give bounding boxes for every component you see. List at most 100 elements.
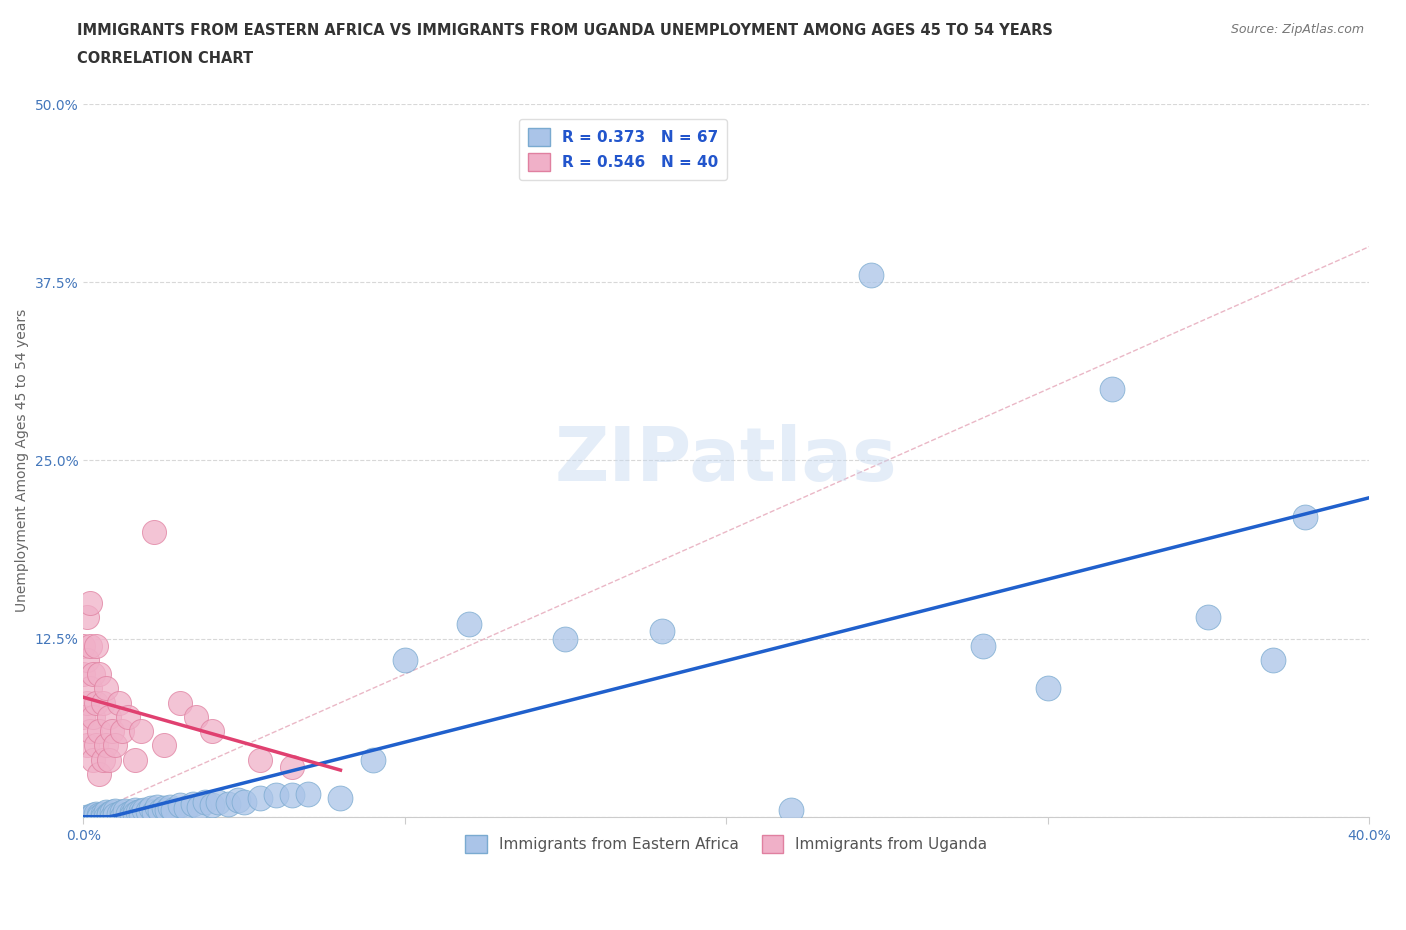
Point bbox=[111, 809, 134, 824]
Point bbox=[94, 681, 117, 696]
Point bbox=[458, 617, 481, 631]
Point bbox=[156, 803, 179, 817]
Point bbox=[174, 801, 197, 816]
Point bbox=[98, 752, 121, 767]
Point bbox=[1101, 381, 1123, 396]
Point bbox=[82, 808, 104, 823]
Point bbox=[1197, 610, 1219, 625]
Point bbox=[554, 631, 576, 646]
Point bbox=[169, 696, 191, 711]
Point bbox=[194, 795, 217, 810]
Point bbox=[264, 788, 287, 803]
Point bbox=[117, 806, 139, 821]
Point bbox=[188, 799, 211, 814]
Point bbox=[84, 638, 107, 653]
Point bbox=[217, 796, 239, 811]
Point bbox=[136, 804, 159, 818]
Point bbox=[79, 809, 101, 824]
Point bbox=[101, 805, 124, 820]
Point bbox=[76, 809, 98, 824]
Point bbox=[98, 710, 121, 724]
Point bbox=[111, 724, 134, 738]
Point bbox=[76, 610, 98, 625]
Text: Source: ZipAtlas.com: Source: ZipAtlas.com bbox=[1230, 23, 1364, 36]
Point bbox=[651, 624, 673, 639]
Text: CORRELATION CHART: CORRELATION CHART bbox=[77, 51, 253, 66]
Point bbox=[121, 805, 143, 820]
Point bbox=[281, 788, 304, 803]
Point bbox=[72, 667, 94, 682]
Point bbox=[89, 766, 111, 781]
Point bbox=[91, 809, 114, 824]
Point bbox=[124, 806, 146, 821]
Point bbox=[184, 710, 207, 724]
Point bbox=[201, 798, 224, 813]
Point bbox=[89, 724, 111, 738]
Point bbox=[89, 808, 111, 823]
Point bbox=[107, 806, 129, 821]
Point bbox=[779, 803, 801, 817]
Point bbox=[143, 525, 166, 539]
Point bbox=[101, 809, 124, 824]
Point bbox=[249, 790, 271, 805]
Point bbox=[82, 752, 104, 767]
Point bbox=[134, 803, 156, 817]
Y-axis label: Unemployment Among Ages 45 to 54 years: Unemployment Among Ages 45 to 54 years bbox=[15, 309, 30, 612]
Point bbox=[1261, 653, 1284, 668]
Point bbox=[124, 752, 146, 767]
Point bbox=[91, 806, 114, 821]
Point bbox=[79, 724, 101, 738]
Point bbox=[152, 738, 174, 753]
Point bbox=[82, 667, 104, 682]
Point bbox=[82, 710, 104, 724]
Point bbox=[104, 808, 127, 823]
Point bbox=[152, 801, 174, 816]
Point bbox=[79, 681, 101, 696]
Point bbox=[226, 792, 249, 807]
Point bbox=[72, 638, 94, 653]
Point bbox=[84, 696, 107, 711]
Point bbox=[104, 804, 127, 818]
Point bbox=[129, 808, 152, 823]
Point bbox=[84, 809, 107, 824]
Point bbox=[972, 638, 994, 653]
Point bbox=[207, 795, 229, 810]
Point bbox=[76, 653, 98, 668]
Point bbox=[146, 799, 169, 814]
Text: IMMIGRANTS FROM EASTERN AFRICA VS IMMIGRANTS FROM UGANDA UNEMPLOYMENT AMONG AGES: IMMIGRANTS FROM EASTERN AFRICA VS IMMIGR… bbox=[77, 23, 1053, 38]
Point bbox=[84, 806, 107, 821]
Point bbox=[201, 724, 224, 738]
Point bbox=[169, 798, 191, 813]
Point bbox=[1036, 681, 1059, 696]
Point bbox=[79, 638, 101, 653]
Point bbox=[94, 805, 117, 820]
Point bbox=[394, 653, 416, 668]
Point bbox=[139, 801, 162, 816]
Point bbox=[111, 805, 134, 820]
Point bbox=[72, 710, 94, 724]
Point bbox=[79, 595, 101, 610]
Point bbox=[94, 809, 117, 824]
Point bbox=[76, 696, 98, 711]
Point bbox=[181, 796, 204, 811]
Point bbox=[143, 805, 166, 820]
Point bbox=[281, 760, 304, 775]
Point bbox=[101, 724, 124, 738]
Legend: Immigrants from Eastern Africa, Immigrants from Uganda: Immigrants from Eastern Africa, Immigran… bbox=[458, 829, 994, 859]
Point bbox=[233, 795, 256, 810]
Point bbox=[98, 806, 121, 821]
Point bbox=[104, 738, 127, 753]
Point bbox=[124, 803, 146, 817]
Point bbox=[329, 790, 352, 805]
Point bbox=[361, 752, 384, 767]
Point bbox=[127, 805, 149, 820]
Point bbox=[1294, 510, 1316, 525]
Point bbox=[114, 804, 136, 818]
Point bbox=[76, 738, 98, 753]
Point bbox=[91, 696, 114, 711]
Point bbox=[91, 752, 114, 767]
Point bbox=[162, 803, 184, 817]
Point bbox=[89, 667, 111, 682]
Point bbox=[121, 808, 143, 823]
Point bbox=[84, 738, 107, 753]
